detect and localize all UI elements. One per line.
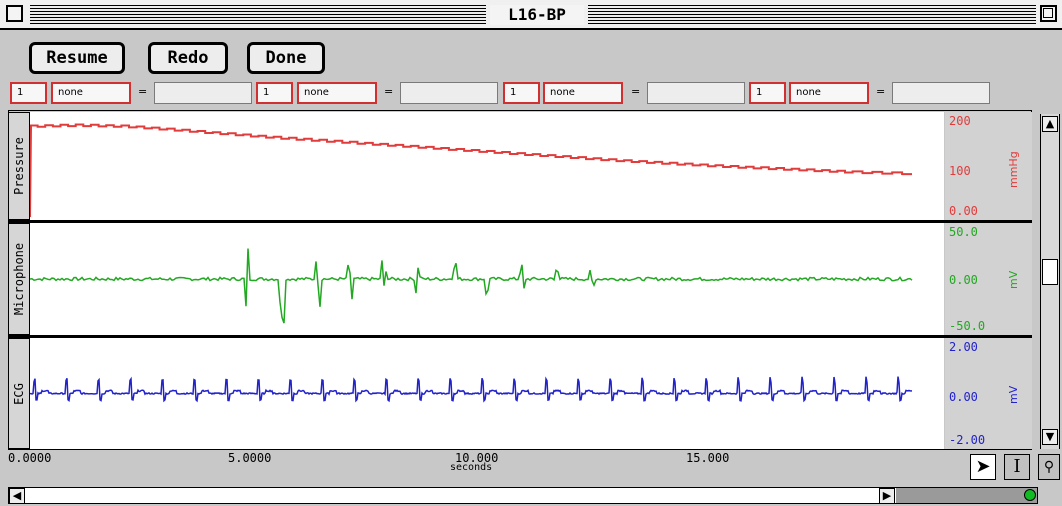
ecg-channel-label[interactable]: ECG [8,338,30,449]
title-bar[interactable]: L16-BP [0,0,1062,30]
x-tick-5: 5.0000 [228,451,272,465]
pressure-trace-svg [26,123,912,218]
redo-button[interactable]: Redo [148,42,228,74]
pressure-scale[interactable]: 200 100 0.00 mmHg [945,112,1032,220]
status-light-icon [1024,489,1036,501]
done-button[interactable]: Done [247,42,325,74]
formula-4-result [892,82,990,104]
formula-2-channel[interactable]: 1 [256,82,293,104]
formula-3-channel[interactable]: 1 [503,82,540,104]
channel-separator [8,220,1032,223]
formula-3-operation[interactable]: none [543,82,623,104]
x-axis-label: seconds [450,462,493,473]
scroll-right-icon[interactable]: ▶ [879,488,895,504]
microphone-tick-max: 50.0 [949,225,978,239]
pressure-unit: mmHg [1007,151,1020,188]
channel-separator [8,335,1032,338]
formula-1-operation[interactable]: none [51,82,131,104]
formula-2-result [400,82,498,104]
title-stripes-left [30,5,486,24]
ecg-trace-svg [29,376,913,403]
pressure-tick-mid: 100 [949,164,971,178]
formula-1-channel[interactable]: 1 [10,82,47,104]
x-tick-0: 0.0000 [8,451,52,465]
ecg-tick-mid: 0.00 [949,390,978,404]
formula-2-equals: = [384,85,394,98]
formula-3-result [647,82,745,104]
ecg-label-text: ECG [12,382,26,405]
microphone-tick-mid: 0.00 [949,273,978,287]
scroll-up-icon[interactable]: ▲ [1042,116,1058,132]
ecg-unit: mV [1007,385,1020,404]
title-stripes-right [588,5,1036,24]
formula-1-result [154,82,252,104]
pressure-tick-max: 200 [949,114,971,128]
vertical-scrollbar[interactable]: ▲ ▼ [1040,114,1060,449]
horizontal-scrollbar[interactable]: ◀ ▶ [8,487,1038,504]
microphone-plot[interactable] [29,223,944,335]
window-title: L16-BP [490,5,584,25]
resume-button[interactable]: Resume [29,42,125,74]
pressure-label-text: Pressure [12,137,26,195]
pressure-channel-label[interactable]: Pressure [8,112,30,220]
vertical-scroll-thumb[interactable] [1042,259,1058,285]
ecg-tick-min: -2.00 [949,433,986,447]
microphone-label-text: Microphone [12,242,26,316]
formula-1-equals: = [138,85,148,98]
formula-3-equals: = [631,85,641,98]
ecg-tick-max: 2.00 [949,340,978,354]
pressure-trace [26,123,912,218]
scroll-left-icon[interactable]: ◀ [9,488,25,504]
close-box-icon[interactable] [6,5,23,22]
ecg-scale[interactable]: 2.00 0.00 -2.00 mV [945,338,1032,449]
scroll-down-icon[interactable]: ▼ [1042,429,1058,445]
formula-4-channel[interactable]: 1 [749,82,786,104]
microphone-unit: mV [1007,270,1020,289]
formula-4-operation[interactable]: none [789,82,869,104]
microphone-trace-svg [29,248,913,324]
pressure-tick-min: 0.00 [949,204,978,218]
formula-2-operation[interactable]: none [297,82,377,104]
microphone-trace [29,248,913,324]
horizontal-scroll-track[interactable] [896,488,1037,503]
ecg-trace [29,376,913,403]
ecg-plot[interactable] [29,338,944,449]
microphone-tick-min: -50.0 [949,319,986,333]
magnifier-tool-icon[interactable]: ⚲ [1038,454,1060,480]
x-tick-15: 15.000 [686,451,730,465]
zoom-box-icon[interactable] [1040,5,1057,22]
arrow-tool-icon[interactable]: ➤ [970,454,996,480]
formula-4-equals: = [876,85,886,98]
pressure-plot[interactable] [26,112,944,220]
x-tick-10: 10.000 [455,451,499,465]
microphone-scale[interactable]: 50.0 0.00 -50.0 mV [945,223,1032,335]
ibeam-tool-icon[interactable]: I [1004,454,1030,480]
microphone-channel-label[interactable]: Microphone [8,223,30,335]
